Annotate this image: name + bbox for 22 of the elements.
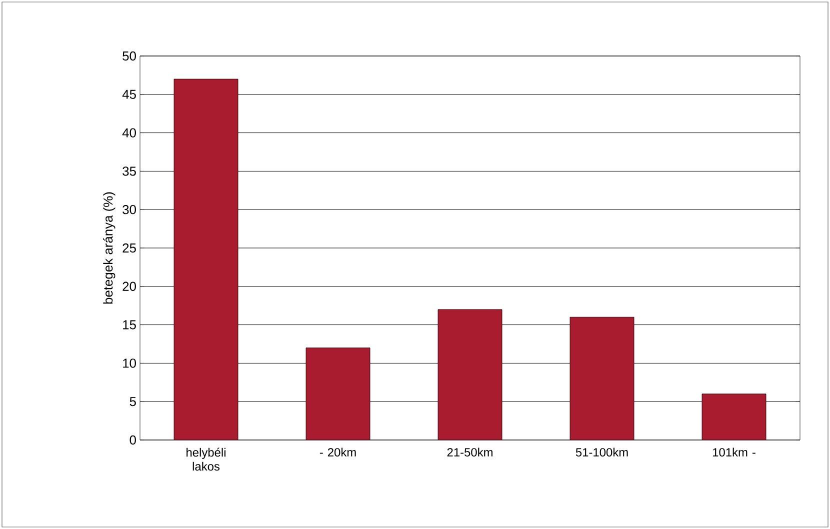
- x-tick-label: 101km -: [712, 448, 756, 457]
- x-tick-label: helybéli lakos: [186, 448, 226, 471]
- bar: [702, 394, 766, 440]
- bar: [174, 78, 238, 440]
- y-tick-label: 30: [122, 205, 136, 214]
- x-tick-label: 51-100km: [576, 448, 628, 457]
- y-tick-label: 40: [122, 128, 136, 138]
- bar: [438, 309, 502, 440]
- y-tick-label: 35: [122, 166, 136, 176]
- y-tick-label: 50: [122, 51, 136, 61]
- y-tick-label: 20: [122, 282, 136, 291]
- bar: [306, 348, 370, 440]
- y-tick-label: 5: [130, 397, 136, 406]
- y-tick-label: 15: [123, 320, 136, 330]
- y-axis-title: betegek aránya (%): [103, 192, 116, 304]
- x-tick-label: - 20km: [320, 448, 356, 457]
- y-tick-label: 10: [123, 358, 136, 368]
- bar: [570, 316, 634, 440]
- y-tick-label: 45: [122, 90, 136, 99]
- y-tick-label: 0: [130, 435, 136, 445]
- y-tick-label: 25: [122, 243, 136, 253]
- x-tick-label: 21-50km: [447, 448, 492, 457]
